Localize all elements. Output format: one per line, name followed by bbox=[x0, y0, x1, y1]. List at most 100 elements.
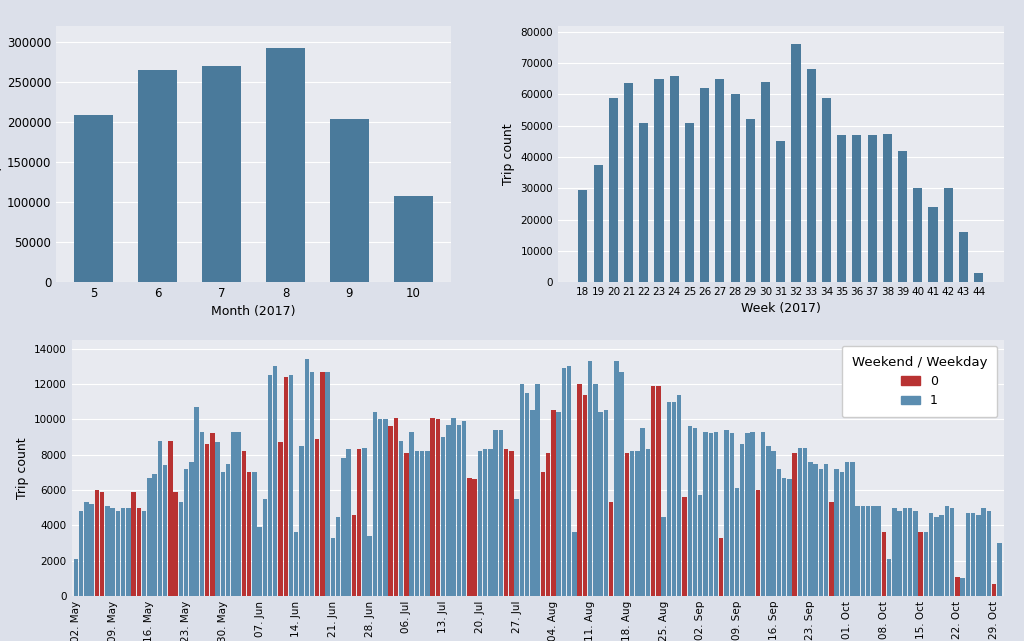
Bar bbox=[578, 384, 582, 596]
Bar bbox=[346, 449, 351, 596]
Y-axis label: Trip count: Trip count bbox=[15, 437, 29, 499]
Bar bbox=[541, 472, 545, 596]
Bar bbox=[835, 469, 839, 596]
Bar bbox=[551, 410, 556, 596]
Bar bbox=[813, 463, 818, 596]
Bar bbox=[792, 44, 801, 282]
Bar bbox=[882, 533, 886, 596]
Bar bbox=[819, 469, 823, 596]
Bar bbox=[756, 490, 760, 596]
Bar bbox=[383, 419, 388, 596]
Bar bbox=[462, 421, 466, 596]
Bar bbox=[415, 451, 419, 596]
Bar bbox=[719, 538, 724, 596]
Bar bbox=[855, 506, 860, 596]
Bar bbox=[536, 384, 540, 596]
Bar bbox=[966, 513, 970, 596]
Bar bbox=[368, 536, 372, 596]
Bar bbox=[698, 495, 702, 596]
Bar bbox=[950, 508, 954, 596]
Bar bbox=[168, 440, 173, 596]
Bar bbox=[614, 361, 618, 596]
Bar bbox=[446, 424, 451, 596]
Bar bbox=[735, 488, 739, 596]
Bar bbox=[546, 453, 550, 596]
Bar bbox=[173, 492, 178, 596]
Bar bbox=[924, 533, 928, 596]
Bar bbox=[944, 506, 949, 596]
Bar bbox=[771, 451, 776, 596]
Bar bbox=[378, 419, 382, 596]
Bar bbox=[435, 419, 440, 596]
Bar bbox=[829, 503, 834, 596]
Bar bbox=[126, 508, 131, 596]
Bar bbox=[394, 196, 432, 282]
Bar bbox=[266, 48, 305, 282]
Bar bbox=[200, 431, 204, 596]
Bar bbox=[992, 584, 996, 596]
Bar bbox=[457, 424, 461, 596]
Bar bbox=[178, 503, 183, 596]
Bar bbox=[934, 517, 939, 596]
Bar bbox=[336, 517, 340, 596]
Legend: 0, 1: 0, 1 bbox=[842, 346, 997, 417]
Bar bbox=[268, 375, 272, 596]
Bar bbox=[142, 512, 146, 596]
Bar bbox=[362, 447, 367, 596]
Bar bbox=[488, 449, 493, 596]
Bar bbox=[997, 543, 1001, 596]
Bar bbox=[215, 442, 220, 596]
Bar bbox=[420, 451, 424, 596]
Bar bbox=[672, 402, 676, 596]
Bar bbox=[677, 395, 682, 596]
Bar bbox=[609, 97, 617, 282]
Bar bbox=[74, 559, 78, 596]
Bar bbox=[929, 513, 933, 596]
Bar bbox=[158, 440, 162, 596]
Bar bbox=[153, 474, 157, 596]
Bar bbox=[326, 372, 330, 596]
Bar bbox=[807, 69, 816, 282]
Bar bbox=[751, 431, 755, 596]
Bar bbox=[651, 386, 655, 596]
Bar bbox=[635, 451, 640, 596]
Bar bbox=[284, 377, 288, 596]
Bar bbox=[919, 533, 923, 596]
Bar bbox=[341, 458, 346, 596]
Bar bbox=[231, 431, 236, 596]
Bar bbox=[331, 538, 335, 596]
Bar bbox=[299, 446, 304, 596]
Bar bbox=[624, 83, 633, 282]
Bar bbox=[321, 372, 325, 596]
Bar bbox=[556, 412, 561, 596]
Bar bbox=[252, 472, 256, 596]
Bar bbox=[798, 447, 802, 596]
Bar bbox=[897, 512, 902, 596]
Bar bbox=[693, 428, 697, 596]
Bar bbox=[866, 506, 870, 596]
Bar bbox=[838, 135, 846, 282]
Bar bbox=[656, 386, 660, 596]
Bar bbox=[871, 506, 876, 596]
Bar bbox=[567, 366, 571, 596]
Bar bbox=[279, 442, 283, 596]
Bar bbox=[892, 508, 897, 596]
Bar bbox=[593, 384, 598, 596]
Bar bbox=[782, 478, 786, 596]
Bar bbox=[494, 430, 498, 596]
Bar bbox=[645, 449, 650, 596]
Bar bbox=[845, 462, 849, 596]
Bar bbox=[519, 384, 524, 596]
Bar bbox=[685, 122, 694, 282]
Bar bbox=[467, 478, 472, 596]
Bar bbox=[709, 433, 713, 596]
Bar bbox=[824, 463, 828, 596]
Bar bbox=[74, 115, 113, 282]
Bar bbox=[579, 190, 588, 282]
Bar bbox=[472, 479, 477, 596]
Bar bbox=[971, 513, 975, 596]
Bar bbox=[776, 141, 785, 282]
Bar bbox=[483, 449, 487, 596]
Bar bbox=[136, 508, 141, 596]
Bar bbox=[887, 559, 891, 596]
